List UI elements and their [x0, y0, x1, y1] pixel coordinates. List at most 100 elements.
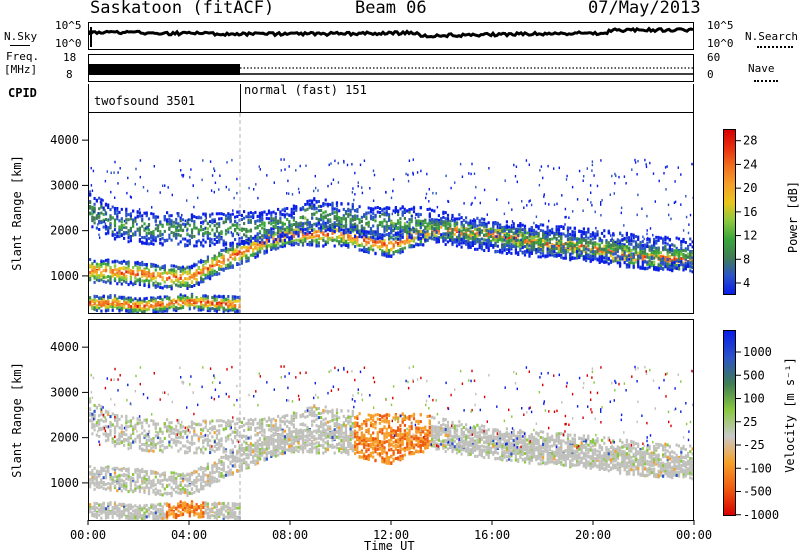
power-cell	[93, 202, 96, 206]
power-cell	[161, 276, 164, 280]
power-cell	[277, 227, 280, 231]
power-cell	[279, 226, 282, 230]
power-cell	[465, 228, 468, 232]
power-cell	[324, 226, 327, 230]
power-cell	[118, 275, 121, 278]
power-cell	[254, 210, 257, 214]
power-cell	[147, 224, 151, 227]
power-cell	[127, 213, 130, 217]
power-cell	[279, 244, 282, 248]
power-cell	[238, 227, 241, 231]
power-cell	[596, 251, 599, 255]
power-cell	[483, 249, 486, 252]
power-cell	[333, 216, 336, 220]
power-cell	[548, 229, 551, 233]
power-cell	[118, 219, 121, 223]
power-cell	[279, 229, 282, 233]
date-label: 07/May/2013	[588, 0, 701, 18]
power-cell	[150, 304, 153, 307]
power-cell	[100, 263, 103, 266]
power-cell	[118, 306, 121, 310]
power-cell	[272, 240, 275, 244]
power-cell	[256, 239, 259, 243]
power-cell	[184, 270, 187, 274]
power-cell	[229, 301, 232, 305]
power-cell	[666, 255, 669, 259]
power-cell	[394, 207, 397, 211]
power-cell	[91, 274, 94, 278]
power-cell	[168, 276, 171, 280]
power-cell	[596, 230, 599, 234]
power-cell	[399, 250, 402, 254]
power-cell	[175, 275, 178, 279]
power-cell	[566, 240, 570, 244]
power-cell	[322, 211, 325, 215]
power-cell	[211, 270, 214, 274]
power-cell	[537, 241, 540, 245]
power-cell	[372, 244, 375, 248]
power-cell	[136, 214, 139, 218]
power-cell	[204, 261, 207, 265]
power-cell	[503, 232, 506, 236]
power-cell	[415, 212, 418, 216]
power-cell	[100, 271, 103, 275]
power-cell	[544, 235, 547, 239]
power-cell	[480, 247, 483, 251]
power-cell	[120, 220, 123, 224]
power-cell	[648, 245, 651, 249]
power-cell	[190, 298, 194, 302]
power-cell	[662, 246, 665, 250]
power-cell	[175, 300, 178, 304]
power-cell	[684, 249, 687, 253]
power-cell	[546, 249, 549, 253]
power-cell	[283, 213, 286, 217]
power-cell	[211, 259, 214, 263]
power-cell	[646, 260, 649, 264]
power-cell	[591, 252, 594, 256]
power-cell	[145, 211, 148, 215]
power-cell	[243, 216, 246, 220]
power-cell	[329, 237, 332, 241]
power-cell	[344, 222, 348, 226]
power-cell	[279, 210, 282, 214]
power-cell	[107, 301, 110, 304]
power-cell	[127, 218, 130, 222]
power-cell	[501, 227, 504, 231]
power-cell	[147, 279, 151, 283]
power-cell	[213, 294, 216, 298]
power-cell	[109, 226, 112, 230]
power-cell	[419, 213, 422, 217]
power-cell	[628, 251, 631, 255]
power-cell	[331, 208, 334, 212]
nsearch-tick-top: 10^5	[707, 19, 734, 32]
power-cell	[213, 269, 216, 273]
power-cell	[406, 240, 409, 244]
power-cell	[351, 217, 354, 221]
power-cell	[279, 235, 282, 239]
power-cell	[132, 298, 135, 302]
power-cell	[202, 265, 205, 269]
nave-label: Nave	[748, 62, 775, 75]
power-cell	[417, 235, 420, 239]
power-cell	[664, 238, 667, 242]
power-cell	[378, 236, 382, 240]
power-cell	[600, 256, 604, 260]
power-cell	[331, 203, 334, 207]
power-cell	[623, 259, 626, 263]
power-cell	[514, 230, 517, 234]
power-cell	[324, 198, 327, 202]
power-cell	[274, 239, 277, 243]
power-cell	[163, 309, 166, 313]
power-cell	[308, 235, 311, 239]
power-cell	[460, 216, 463, 220]
power-cell	[292, 223, 295, 226]
power-cell	[560, 240, 563, 244]
power-cell	[399, 240, 402, 244]
power-cell	[227, 227, 230, 231]
power-cell	[91, 272, 94, 275]
nsky-legend-line	[10, 45, 30, 46]
power-cell	[222, 258, 225, 262]
power-cell	[263, 241, 266, 245]
power-cell	[218, 224, 221, 228]
power-cell	[231, 234, 234, 238]
